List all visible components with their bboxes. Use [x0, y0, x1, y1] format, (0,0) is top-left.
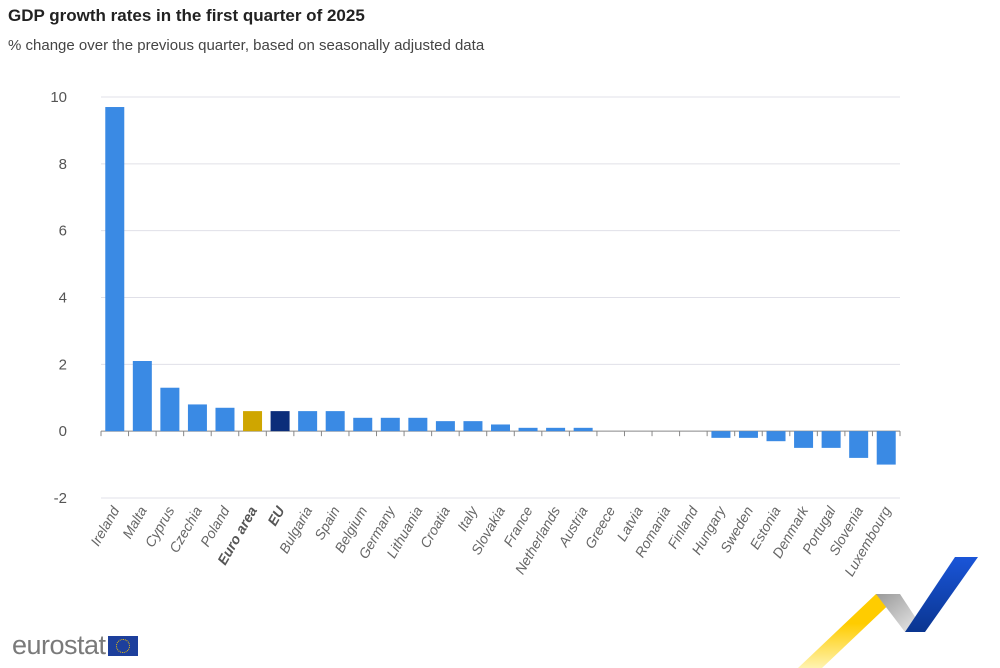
eu-flag-icon	[107, 635, 138, 656]
swoosh-decoration	[798, 557, 978, 668]
x-category-label: EU	[264, 503, 288, 529]
y-tick-label: 4	[59, 290, 67, 307]
bar-poland	[215, 407, 235, 432]
x-category-label: Italy	[454, 503, 481, 534]
bar-belgium	[353, 417, 373, 432]
bar-bulgaria	[298, 411, 318, 432]
bar-italy	[463, 421, 483, 432]
bar-malta	[132, 360, 152, 432]
bar-lithuania	[408, 417, 428, 432]
bar-slovenia	[849, 431, 869, 458]
y-tick-label: 6	[59, 223, 67, 240]
bar-eu	[270, 411, 290, 432]
bar-sweden	[738, 431, 758, 438]
bar-austria	[573, 427, 593, 432]
x-category-label: Ireland	[87, 502, 123, 548]
chart-subtitle: % change over the previous quarter, base…	[8, 37, 485, 54]
y-tick-label: 0	[59, 423, 67, 440]
chart-title: GDP growth rates in the first quarter of…	[8, 6, 365, 25]
bar-euro-area	[243, 411, 263, 432]
bar-slovakia	[491, 424, 510, 432]
bar-luxembourg	[876, 431, 896, 465]
bar-cyprus	[160, 387, 180, 432]
bar-hungary	[711, 431, 731, 438]
bar-estonia	[766, 431, 786, 442]
bar-germany	[380, 417, 400, 432]
logo-text: eurostat	[12, 630, 106, 660]
bar-portugal	[821, 431, 841, 448]
bar-france	[518, 427, 538, 432]
y-tick-label: 8	[59, 156, 67, 173]
bar-ireland	[105, 107, 125, 432]
eurostat-logo: eurostat	[12, 630, 138, 661]
bar-spain	[325, 411, 345, 432]
y-tick-label: 10	[50, 89, 67, 106]
y-tick-label: -2	[54, 490, 67, 507]
bar-croatia	[435, 421, 455, 432]
bar-denmark	[794, 431, 814, 448]
bar-netherlands	[546, 427, 566, 432]
y-tick-label: 2	[59, 356, 67, 373]
bar-czechia	[187, 404, 207, 432]
